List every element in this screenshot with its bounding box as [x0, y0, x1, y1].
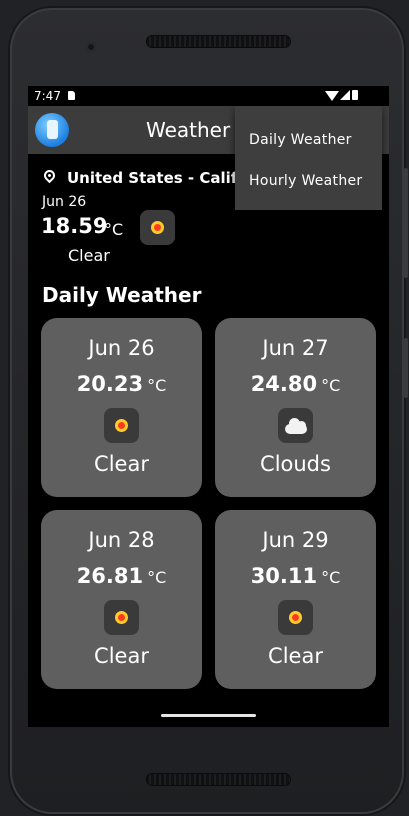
overflow-menu: Daily Weather Hourly Weather: [235, 106, 382, 210]
card-temperature-row: 30.11 °C: [215, 564, 376, 588]
card-temperature: 24.80: [250, 372, 318, 396]
card-description: Clear: [94, 644, 149, 668]
front-camera: [86, 42, 96, 52]
card-temperature-unit: °C: [147, 568, 167, 587]
card-temperature: 30.11: [250, 564, 318, 588]
battery-icon: [352, 90, 358, 100]
status-bar: 7:47: [28, 86, 389, 106]
location-pin-icon: [41, 167, 58, 184]
current-date: Jun 26: [42, 194, 87, 210]
status-time: 7:47: [34, 89, 61, 103]
sd-card-icon: [68, 91, 75, 100]
card-weather-icon-box: [278, 408, 313, 443]
daily-card[interactable]: Jun 26 20.23 °C Clear: [41, 318, 202, 497]
gesture-nav-handle[interactable]: [161, 714, 256, 717]
power-button: [404, 338, 408, 398]
sun-icon: [148, 218, 167, 237]
daily-card[interactable]: Jun 28 26.81 °C Clear: [41, 510, 202, 689]
menu-item-hourly-weather[interactable]: Hourly Weather: [249, 173, 363, 189]
card-description: Clear: [268, 644, 323, 668]
sun-icon: [112, 416, 131, 435]
card-temperature-unit: °C: [147, 376, 167, 395]
sun-icon: [286, 608, 305, 627]
card-temperature-row: 26.81 °C: [41, 564, 202, 588]
card-weather-icon-box: [104, 600, 139, 635]
daily-weather-heading: Daily Weather: [42, 283, 202, 307]
bottom-speaker: [146, 773, 291, 786]
card-date: Jun 27: [262, 336, 329, 360]
volume-button: [404, 168, 408, 278]
daily-card[interactable]: Jun 27 24.80 °C Clouds: [215, 318, 376, 497]
card-weather-icon-box: [278, 600, 313, 635]
app-logo-icon: [35, 113, 69, 147]
card-description: Clouds: [260, 452, 331, 476]
sun-icon: [112, 608, 131, 627]
card-temperature: 20.23: [76, 372, 144, 396]
current-temperature-unit: °C: [104, 220, 124, 239]
cloud-icon: [284, 417, 307, 434]
current-temperature: 18.59: [41, 214, 108, 238]
card-temperature: 26.81: [76, 564, 144, 588]
current-description: Clear: [68, 246, 110, 265]
top-speaker: [146, 35, 291, 48]
card-date: Jun 28: [88, 528, 155, 552]
card-date: Jun 26: [88, 336, 155, 360]
signal-icon: [340, 90, 350, 100]
daily-card[interactable]: Jun 29 30.11 °C Clear: [215, 510, 376, 689]
location-label: United States - California: [67, 169, 281, 187]
card-description: Clear: [94, 452, 149, 476]
card-temperature-unit: °C: [321, 568, 341, 587]
card-temperature-unit: °C: [321, 376, 341, 395]
wifi-icon: [325, 91, 339, 101]
app-title: Weather A: [146, 118, 251, 142]
card-date: Jun 29: [262, 528, 329, 552]
menu-item-daily-weather[interactable]: Daily Weather: [249, 132, 352, 148]
card-temperature-row: 20.23 °C: [41, 372, 202, 396]
card-temperature-row: 24.80 °C: [215, 372, 376, 396]
device-screen: 7:47 Weather A Daily Weather Hourly Weat…: [28, 86, 389, 727]
card-weather-icon-box: [104, 408, 139, 443]
current-weather-icon-box: [140, 210, 175, 245]
